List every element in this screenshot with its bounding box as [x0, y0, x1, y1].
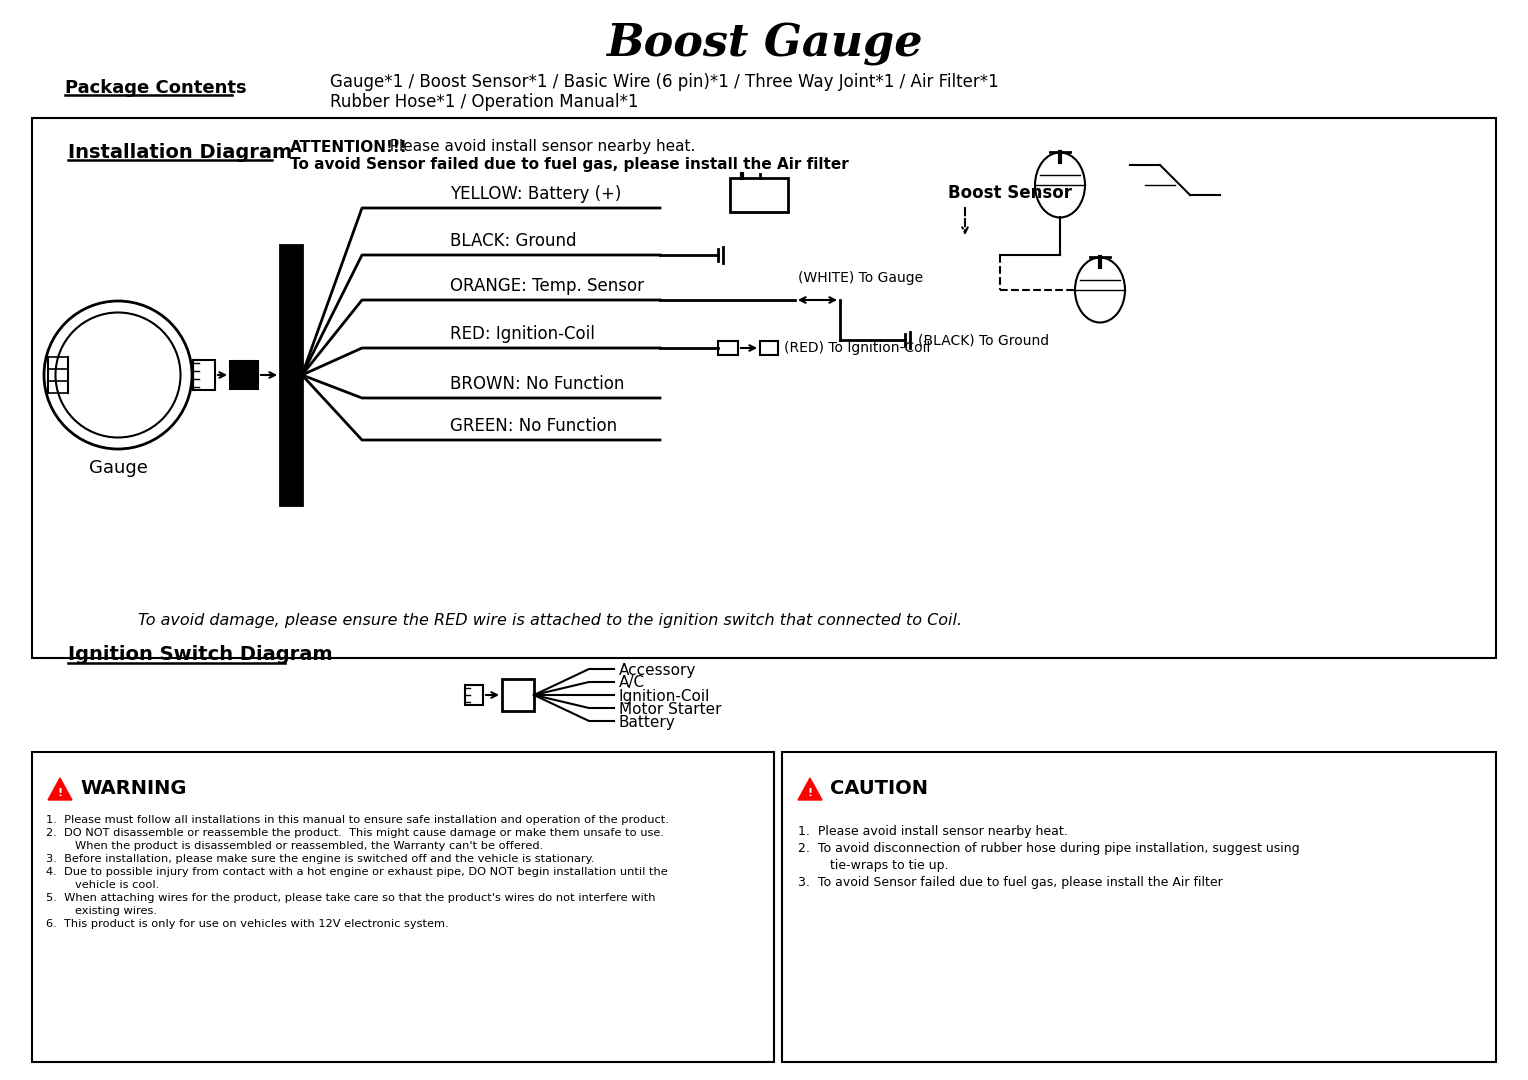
Text: Gauge: Gauge [89, 459, 147, 477]
Text: (WHITE) To Gauge: (WHITE) To Gauge [798, 271, 923, 285]
Text: 3.  Before installation, please make sure the engine is switched off and the veh: 3. Before installation, please make sure… [46, 854, 594, 864]
Text: ORANGE: Temp. Sensor: ORANGE: Temp. Sensor [451, 276, 643, 295]
Text: To avoid Sensor failed due to fuel gas, please install the Air filter: To avoid Sensor failed due to fuel gas, … [290, 158, 848, 173]
Bar [32, 118, 1496, 658]
Text: Rubber Hose*1 / Operation Manual*1: Rubber Hose*1 / Operation Manual*1 [330, 93, 639, 111]
Ellipse shape [1034, 152, 1085, 217]
Bar [759, 341, 778, 355]
Text: 2.  DO NOT disassemble or reassemble the product.  This might cause damage or ma: 2. DO NOT disassemble or reassemble the … [46, 828, 665, 838]
Text: Boost Sensor: Boost Sensor [947, 184, 1073, 202]
Ellipse shape [44, 301, 193, 449]
Text: 3.  To avoid Sensor failed due to fuel gas, please install the Air filter: 3. To avoid Sensor failed due to fuel ga… [798, 876, 1222, 889]
Ellipse shape [55, 312, 180, 437]
Polygon shape [47, 778, 72, 800]
Text: 1.  Please must follow all installations in this manual to ensure safe installat: 1. Please must follow all installations … [46, 815, 669, 825]
Text: 4.  Due to possible injury from contact with a hot engine or exhaust pipe, DO NO: 4. Due to possible injury from contact w… [46, 867, 668, 877]
Text: Please avoid install sensor nearby heat.: Please avoid install sensor nearby heat. [380, 139, 695, 154]
Text: ATTENTION!!!: ATTENTION!!! [290, 139, 408, 154]
Text: When the product is disassembled or reassembled, the Warranty can't be offered.: When the product is disassembled or reas… [46, 841, 544, 851]
Text: tie-wraps to tie up.: tie-wraps to tie up. [798, 859, 949, 872]
Text: !: ! [58, 788, 63, 798]
Text: GREEN: No Function: GREEN: No Function [451, 417, 617, 435]
Text: RED: Ignition-Coil: RED: Ignition-Coil [451, 325, 594, 343]
Text: Battery: Battery [619, 715, 675, 729]
Text: 5.  When attaching wires for the product, please take care so that the product's: 5. When attaching wires for the product,… [46, 893, 656, 903]
Text: 2.  To avoid disconnection of rubber hose during pipe installation, suggest usin: 2. To avoid disconnection of rubber hose… [798, 842, 1300, 855]
Bar [730, 178, 788, 212]
Bar [718, 341, 738, 355]
Text: existing wires.: existing wires. [46, 906, 157, 916]
Ellipse shape [1076, 257, 1125, 323]
Text: Ignition Switch Diagram: Ignition Switch Diagram [69, 646, 333, 664]
Bar [782, 752, 1496, 1062]
Text: Motor Starter: Motor Starter [619, 702, 721, 716]
Text: Installation Diagram: Installation Diagram [69, 143, 292, 162]
Text: vehicle is cool.: vehicle is cool. [46, 880, 159, 890]
Text: CAUTION: CAUTION [830, 780, 927, 798]
Text: YELLOW: Battery (+): YELLOW: Battery (+) [451, 185, 622, 203]
Text: BROWN: No Function: BROWN: No Function [451, 375, 625, 393]
Text: Package Contents: Package Contents [66, 79, 246, 97]
Text: To avoid damage, please ensure the RED wire is attached to the ignition switch t: To avoid damage, please ensure the RED w… [138, 612, 963, 627]
Bar [280, 245, 303, 505]
Text: Gauge*1 / Boost Sensor*1 / Basic Wire (6 pin)*1 / Three Way Joint*1 / Air Filter: Gauge*1 / Boost Sensor*1 / Basic Wire (6… [330, 73, 999, 91]
Text: Accessory: Accessory [619, 662, 697, 677]
Bar [193, 360, 215, 390]
Text: 6.  This product is only for use on vehicles with 12V electronic system.: 6. This product is only for use on vehic… [46, 919, 449, 929]
Bar [503, 679, 533, 711]
Text: Boost Gauge: Boost Gauge [605, 24, 923, 67]
Text: !: ! [807, 788, 813, 798]
Text: (RED) To Ignition-Coil: (RED) To Ignition-Coil [784, 341, 931, 355]
Bar [465, 685, 483, 705]
Text: WARNING: WARNING [79, 780, 186, 798]
Text: Ignition-Coil: Ignition-Coil [619, 689, 711, 703]
Text: 1.  Please avoid install sensor nearby heat.: 1. Please avoid install sensor nearby he… [798, 825, 1068, 838]
Text: A/C: A/C [619, 675, 645, 690]
Text: BLACK: Ground: BLACK: Ground [451, 232, 576, 249]
Bar [32, 752, 775, 1062]
Bar [231, 361, 258, 389]
Text: (BLACK) To Ground: (BLACK) To Ground [918, 333, 1050, 347]
Polygon shape [798, 778, 822, 800]
